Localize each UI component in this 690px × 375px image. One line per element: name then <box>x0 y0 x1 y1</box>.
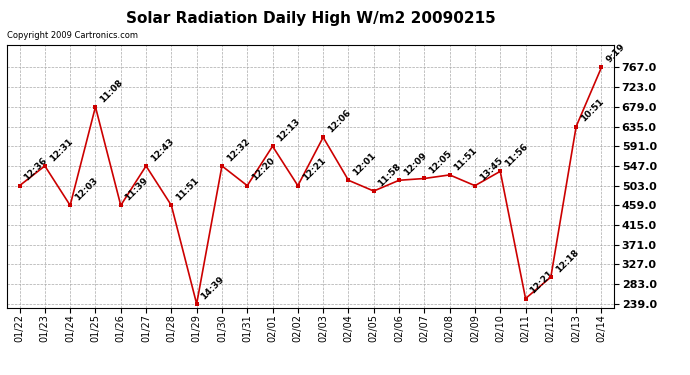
Text: 12:21: 12:21 <box>529 269 555 296</box>
Text: 11:51: 11:51 <box>174 176 201 203</box>
Text: 12:31: 12:31 <box>48 136 75 163</box>
Text: 14:39: 14:39 <box>199 274 226 301</box>
Text: 12:03: 12:03 <box>73 176 99 203</box>
Text: Solar Radiation Daily High W/m2 20090215: Solar Radiation Daily High W/m2 20090215 <box>126 11 495 26</box>
Text: 12:01: 12:01 <box>351 151 377 177</box>
Text: 11:58: 11:58 <box>377 162 403 188</box>
Text: 12:09: 12:09 <box>402 151 428 177</box>
Text: 12:20: 12:20 <box>250 156 277 183</box>
Text: Copyright 2009 Cartronics.com: Copyright 2009 Cartronics.com <box>7 31 138 40</box>
Text: 12:43: 12:43 <box>149 136 175 163</box>
Text: 9:19: 9:19 <box>604 42 627 64</box>
Text: 12:18: 12:18 <box>553 248 580 274</box>
Text: 11:39: 11:39 <box>124 176 150 203</box>
Text: 12:13: 12:13 <box>275 117 302 144</box>
Text: 10:51: 10:51 <box>579 97 605 124</box>
Text: 11:56: 11:56 <box>503 142 530 168</box>
Text: 13:45: 13:45 <box>477 156 504 183</box>
Text: 11:08: 11:08 <box>98 78 125 104</box>
Text: 11:51: 11:51 <box>453 146 479 172</box>
Text: 12:21: 12:21 <box>301 156 327 183</box>
Text: 12:05: 12:05 <box>427 149 453 176</box>
Text: 12:06: 12:06 <box>326 108 353 135</box>
Text: 12:36: 12:36 <box>22 156 49 183</box>
Text: 12:32: 12:32 <box>225 136 251 163</box>
